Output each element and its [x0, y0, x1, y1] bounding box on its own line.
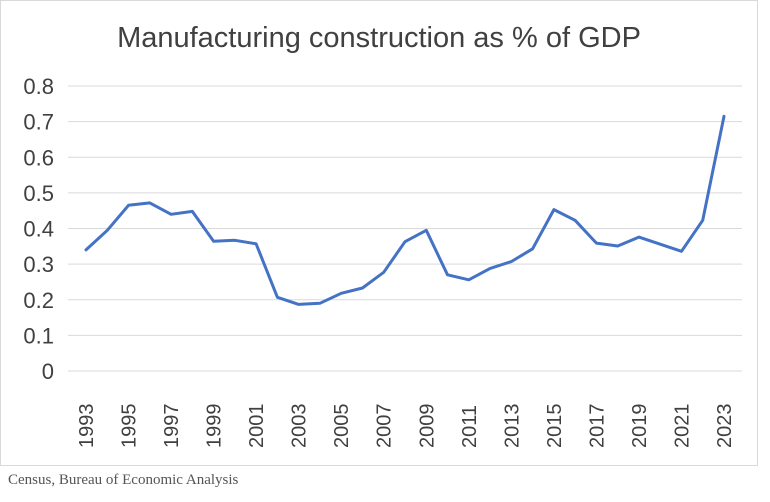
x-tick-label: 2021	[671, 404, 693, 449]
y-tick-label: 0.3	[23, 252, 54, 277]
chart-frame	[0, 0, 758, 466]
x-tick-label: 2011	[459, 405, 481, 448]
chart-title: Manufacturing construction as % of GDP	[117, 22, 641, 54]
x-tick-label: 2013	[501, 404, 523, 449]
series-lines	[84, 114, 726, 306]
x-tick-label: 2017	[586, 404, 608, 449]
y-tick-label: 0.4	[23, 217, 54, 242]
x-tick-label: 1997	[161, 404, 183, 449]
gridlines	[68, 85, 742, 372]
x-tick-label: 2023	[714, 404, 736, 449]
line-chart: 00.10.20.30.40.50.60.70.8 1993 1995 1997 19…	[23, 74, 742, 449]
series-line	[84, 114, 726, 306]
x-tick-label: 2001	[246, 404, 268, 449]
y-tick-label: 0.8	[23, 74, 54, 99]
x-tick-label: 2007	[374, 404, 396, 449]
y-axis-ticks: 0 0.1 0.2 0.3 0.4 0.5 0.6 0.7 0.8	[23, 74, 54, 384]
y-tick-label: 0	[42, 359, 54, 384]
x-tick-label: 2015	[544, 404, 566, 449]
x-tick-label: 2019	[629, 404, 651, 449]
y-tick-label: 0.6	[23, 145, 54, 170]
x-tick-label: 1999	[204, 404, 226, 449]
y-tick-label: 0.5	[23, 181, 54, 206]
y-tick-label: 0.2	[23, 288, 54, 313]
source-note: Census, Bureau of Economic Analysis	[8, 472, 239, 488]
x-tick-label: 1993	[76, 404, 98, 449]
y-tick-label: 0.1	[23, 323, 54, 348]
x-axis-ticks: 1993 1995 1997 1999 2001 2003 2005 2007 2009 2011…	[76, 404, 736, 449]
x-tick-label: 1995	[119, 404, 141, 449]
y-tick-label: 0.7	[23, 110, 54, 135]
x-tick-label: 2003	[289, 404, 311, 449]
x-tick-label: 2009	[416, 404, 438, 449]
x-tick-label: 2005	[331, 404, 353, 449]
